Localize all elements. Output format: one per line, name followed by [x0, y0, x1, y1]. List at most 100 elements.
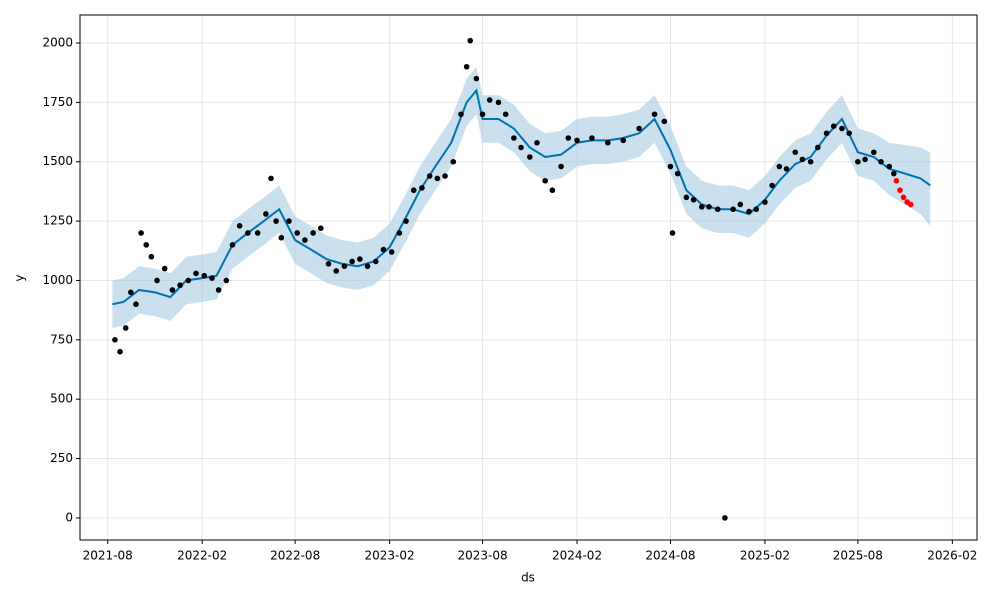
observed-point	[364, 263, 371, 270]
observed-point	[388, 249, 395, 255]
x-tick-label: 2023-08	[457, 549, 507, 563]
observed-point	[310, 230, 316, 236]
observed-point	[177, 282, 183, 289]
observed-point	[463, 63, 470, 70]
observed-point	[161, 265, 168, 272]
uncertainty-band	[112, 66, 931, 328]
observed-point	[722, 515, 728, 521]
y-tick-label: 750	[50, 332, 73, 346]
observed-point	[792, 149, 799, 156]
observed-point	[769, 182, 775, 189]
observed-point	[185, 277, 192, 284]
observed-point	[674, 170, 681, 177]
x-tick-label: 2023-02	[365, 549, 415, 563]
observed-point	[473, 75, 480, 82]
observed-point	[753, 206, 760, 213]
observed-point	[706, 204, 712, 210]
y-axis-label: y	[13, 274, 27, 281]
highlight-point	[907, 201, 914, 208]
observed-point	[636, 125, 642, 132]
observed-point	[229, 242, 236, 248]
observed-point	[518, 144, 524, 151]
observed-point	[730, 206, 736, 213]
observed-point	[479, 111, 486, 118]
observed-point	[122, 325, 129, 331]
y-tick-label: 0	[65, 510, 73, 524]
observed-point	[236, 223, 243, 229]
observed-point	[669, 230, 676, 236]
observed-point	[855, 158, 861, 165]
x-tick-label: 2025-02	[740, 549, 790, 563]
observed-point	[776, 163, 783, 170]
y-tick-label: 1750	[42, 95, 73, 109]
observed-point	[380, 246, 387, 253]
observed-point	[302, 237, 308, 243]
observed-point	[403, 218, 409, 224]
observed-point	[154, 277, 160, 284]
observed-point	[333, 268, 340, 274]
observed-point	[201, 272, 208, 279]
observed-point	[839, 125, 845, 132]
observed-point	[714, 206, 721, 213]
observed-point	[245, 230, 251, 236]
observed-point	[495, 99, 502, 106]
observed-point	[143, 242, 150, 248]
observed-point	[799, 156, 806, 163]
observed-point	[549, 187, 556, 194]
observed-point	[349, 258, 355, 265]
observed-point	[815, 144, 821, 151]
observed-point	[762, 199, 768, 205]
observed-point	[870, 149, 877, 156]
y-tick-label: 1000	[42, 273, 73, 287]
observed-point	[683, 194, 690, 201]
observed-point	[372, 258, 379, 265]
observed-point	[783, 166, 790, 172]
x-axis-label: ds	[521, 571, 535, 585]
observed-point	[891, 170, 897, 177]
y-tick-label: 250	[50, 451, 73, 465]
highlight-point	[897, 187, 903, 194]
observed-point	[534, 139, 540, 146]
observed-point	[450, 158, 457, 165]
y-tick-label: 1500	[42, 154, 73, 168]
observed-point	[193, 270, 199, 277]
observed-point	[325, 261, 332, 267]
observed-point	[502, 111, 509, 118]
observed-point	[419, 185, 425, 191]
observed-point	[148, 253, 155, 260]
highlight-point	[893, 177, 900, 184]
observed-point	[862, 156, 868, 163]
observed-point	[442, 173, 448, 179]
observed-point	[823, 130, 830, 137]
observed-point	[357, 256, 363, 262]
observed-point	[526, 154, 533, 160]
observed-point	[434, 175, 441, 182]
observed-point	[117, 348, 123, 355]
x-tick-label: 2026-02	[927, 549, 977, 563]
observed-point	[286, 218, 292, 224]
observed-point	[746, 208, 752, 215]
observed-point	[396, 230, 403, 236]
observed-point	[467, 37, 474, 44]
observed-point	[620, 137, 627, 144]
observed-point	[263, 211, 269, 217]
y-tick-label: 2000	[42, 36, 73, 50]
x-tick-label: 2022-02	[177, 549, 227, 563]
observed-point	[486, 97, 493, 103]
observed-point	[807, 158, 814, 165]
y-tick-label: 1250	[42, 214, 73, 228]
observed-point	[661, 118, 668, 125]
observed-point	[846, 130, 852, 137]
observed-point	[690, 196, 697, 203]
observed-point	[651, 111, 658, 118]
observed-point	[133, 301, 139, 308]
observed-point	[511, 135, 517, 141]
x-tick-label: 2024-08	[645, 549, 695, 563]
observed-point	[254, 230, 261, 236]
x-tick-label: 2025-08	[833, 549, 883, 563]
observed-point	[830, 123, 837, 129]
observed-point	[268, 175, 274, 182]
observed-point	[558, 163, 564, 170]
observed-point	[318, 225, 324, 232]
